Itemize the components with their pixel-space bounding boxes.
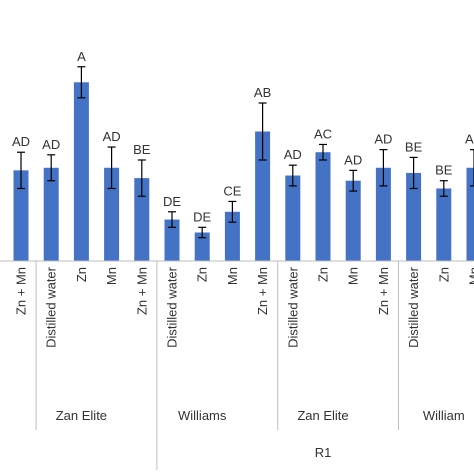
bar: [406, 172, 422, 261]
bars-layer: [13, 82, 474, 261]
bar: [134, 178, 150, 261]
error-bars-layer: [17, 66, 474, 239]
significance-label: BE: [133, 142, 151, 157]
subgroup-label: Zan Elite: [56, 408, 107, 423]
bar: [164, 219, 180, 261]
bar: [345, 180, 361, 261]
category-label: Zn: [436, 267, 451, 282]
error-bar: [439, 180, 448, 197]
bar: [285, 175, 301, 261]
significance-label: AD: [42, 137, 60, 152]
bar: [73, 82, 89, 261]
category-label: Distilled water: [406, 266, 421, 348]
error-bar: [470, 149, 474, 187]
significance-label: DE: [163, 194, 181, 209]
bar: [375, 167, 391, 261]
bar: [436, 188, 452, 261]
subgroup-label: William: [423, 408, 465, 423]
error-bar: [17, 151, 25, 190]
category-label: Distilled water: [44, 266, 59, 348]
error-bar: [168, 211, 176, 228]
category-label: Zn + Mn: [376, 267, 391, 315]
category-label: Mn: [346, 267, 361, 285]
error-bar: [409, 156, 418, 190]
significance-label: AD: [465, 132, 474, 147]
bar: [255, 131, 271, 261]
group-label: R1: [315, 445, 332, 460]
error-bar: [258, 102, 267, 161]
category-label: Distilled water: [165, 266, 180, 348]
error-bar: [107, 146, 116, 190]
bar: [104, 167, 120, 261]
category-label: Zn + Mn: [14, 267, 29, 315]
significance-label: AD: [12, 134, 30, 149]
category-label: Mn: [104, 267, 119, 285]
significance-label: AC: [314, 126, 332, 141]
error-bar: [77, 66, 86, 99]
category-label: Distilled water: [285, 266, 300, 348]
category-label: Zn + Mn: [255, 267, 270, 315]
significance-label: A: [77, 49, 86, 64]
subgroup-label: Zan Elite: [297, 408, 348, 423]
bar: [224, 211, 240, 261]
bar: [43, 167, 59, 261]
category-label: Zn: [74, 267, 89, 282]
significance-label: CE: [223, 183, 241, 198]
significance-label: AB: [254, 85, 271, 100]
bar: [13, 170, 29, 261]
significance-label: AD: [103, 129, 121, 144]
error-bar: [198, 226, 207, 239]
category-label: Zn + Mn: [134, 267, 149, 315]
significance-label: BE: [435, 163, 453, 178]
error-bar: [288, 164, 297, 187]
significance-label: AD: [344, 152, 362, 167]
significance-label: DE: [193, 209, 211, 224]
significance-label: AD: [374, 132, 392, 147]
error-bar: [379, 149, 388, 187]
error-bar: [47, 154, 56, 182]
bar: [466, 167, 474, 261]
subgroup-label: Williams: [178, 408, 227, 423]
error-bar: [228, 200, 237, 223]
category-label: Zn: [195, 267, 210, 282]
error-bar: [137, 159, 146, 197]
error-bar: [349, 169, 358, 192]
bar: [315, 152, 331, 261]
category-label: Mn: [225, 267, 240, 285]
category-labels-layer: Zn + Mn Distilled water Zn Mn Zn + Mn Distill…: [14, 266, 474, 348]
significance-label: AD: [284, 147, 302, 162]
group-labels-layer: ControlR1: [315, 445, 332, 460]
category-label: Mn: [467, 267, 474, 285]
significance-label: BE: [405, 139, 423, 154]
error-bar: [319, 143, 327, 161]
separators-layer: [35, 261, 399, 470]
category-label: Zn: [316, 267, 331, 282]
significance-labels-layer: AD AD A AD BE DE DE CE AB AD AC AD AD BE BE AD: [12, 49, 474, 225]
bar: [194, 232, 210, 261]
